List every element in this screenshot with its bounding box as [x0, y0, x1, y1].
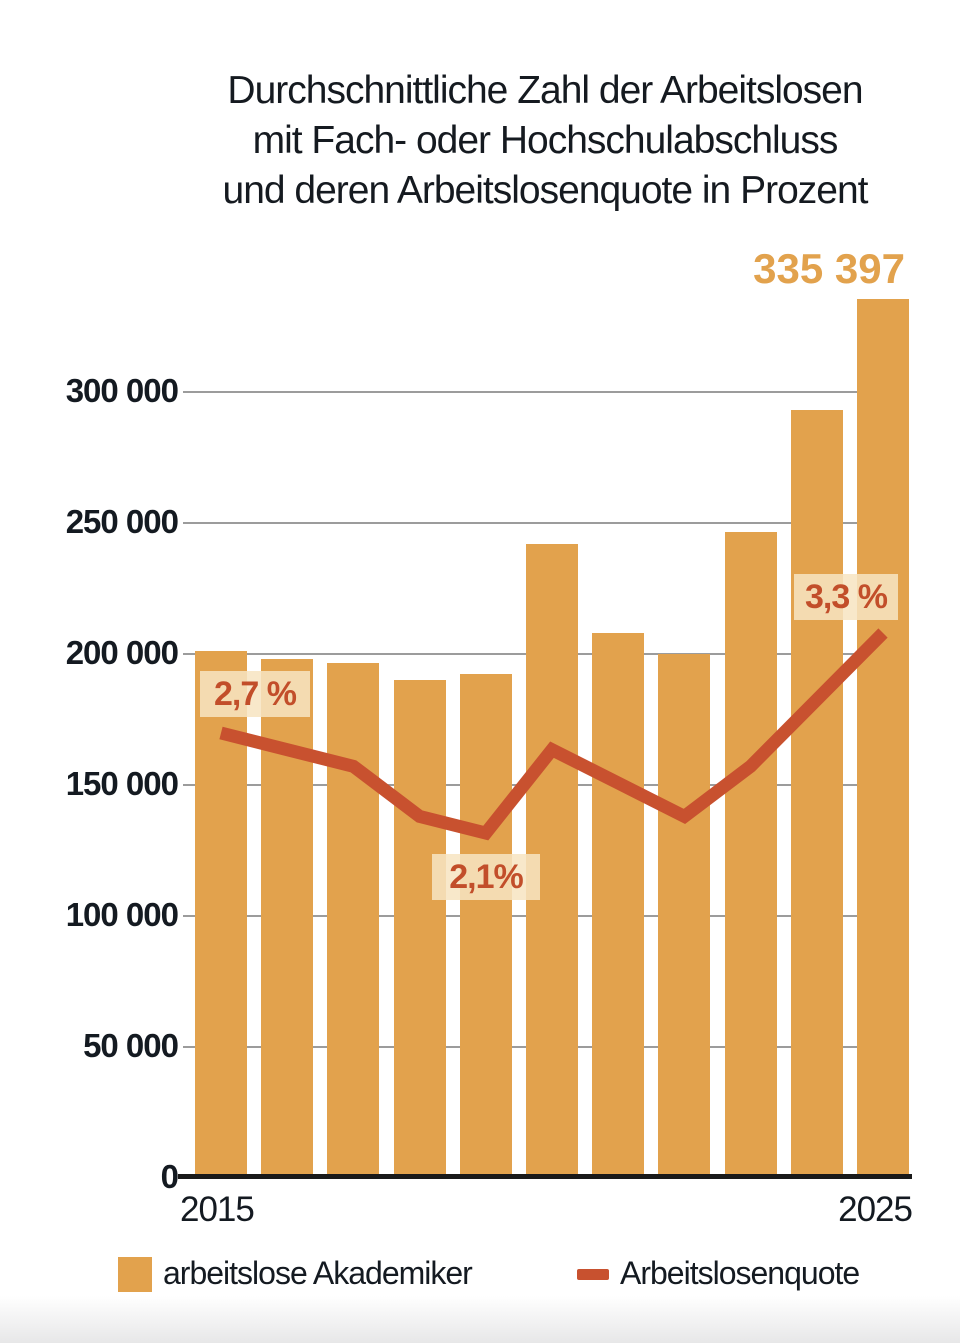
- chart-title-line1: Durchschnittliche Zahl der Arbeitslosen: [227, 69, 863, 112]
- bar-2021: [592, 633, 645, 1178]
- legend-bar-swatch: [118, 1257, 152, 1292]
- x-axis-line: [178, 1174, 912, 1179]
- chart-title-line3: und deren Arbeitslosenquote in Prozent: [222, 169, 869, 212]
- legend-label-akademiker: arbeitslose Akademiker: [163, 1255, 473, 1291]
- bar-2016: [261, 659, 314, 1178]
- legend-line-swatch: [577, 1269, 609, 1280]
- y-tick-200000: 200 000: [65, 634, 179, 671]
- bar-2024: [790, 410, 843, 1178]
- bar-2019: [459, 673, 512, 1178]
- gridline-250000: [183, 522, 905, 524]
- y-tick-300000: 300 000: [65, 372, 179, 409]
- legend-label-quote: Arbeitslosenquote: [620, 1255, 860, 1291]
- footer-fade: [0, 1296, 960, 1343]
- bar-2022: [658, 654, 711, 1178]
- rate-label-end: 3,3 %: [794, 574, 898, 620]
- chart-title: Durchschnittliche Zahl der Arbeitslosen …: [120, 66, 960, 216]
- gridline-300000: [183, 391, 905, 393]
- y-tick-250000: 250 000: [65, 503, 179, 540]
- y-tick-100000: 100 000: [65, 896, 179, 933]
- bar-2023: [724, 532, 777, 1178]
- peak-value-label: 335 397: [753, 245, 905, 292]
- chart-title-line2: mit Fach- oder Hochschulabschluss: [252, 119, 839, 162]
- y-tick-0: 0: [160, 1158, 179, 1195]
- x-axis-label-2025: 2025: [838, 1190, 913, 1229]
- bar-2017: [327, 663, 380, 1178]
- y-tick-150000: 150 000: [65, 765, 179, 802]
- y-tick-50000: 50 000: [83, 1027, 179, 1064]
- x-axis-label-2015: 2015: [180, 1190, 255, 1229]
- bar-2018: [393, 680, 446, 1178]
- bar-2025: [857, 299, 909, 1178]
- bar-2015: [195, 651, 247, 1178]
- rate-label-start: 2,7 %: [200, 671, 310, 717]
- rate-label-min: 2,1%: [432, 854, 540, 900]
